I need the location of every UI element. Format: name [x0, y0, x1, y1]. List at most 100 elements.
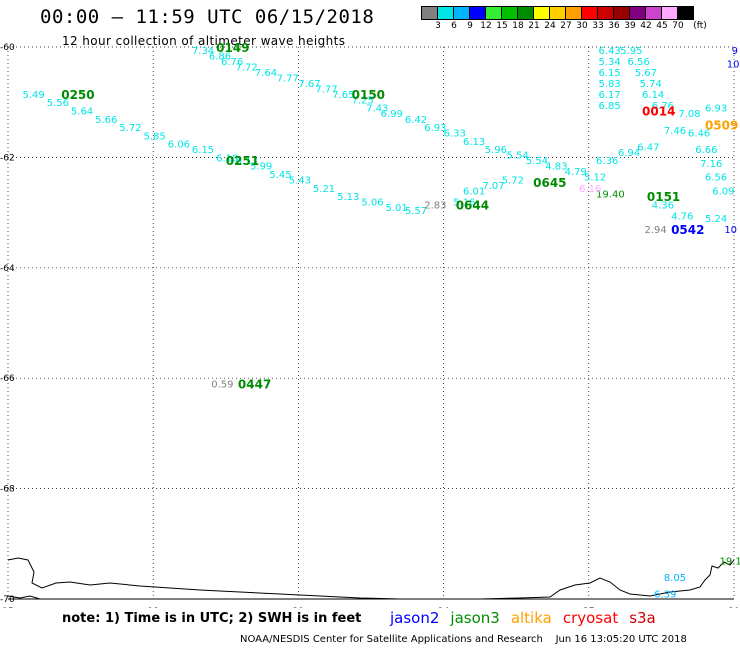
lon-tick-label: 24: [438, 607, 450, 608]
swh-label: 5.85: [144, 131, 166, 142]
legend-label: 36: [608, 21, 620, 31]
coastline: [7, 557, 735, 600]
swh-label: 6.56: [628, 57, 650, 68]
legend-label: 30: [576, 21, 588, 31]
lat-tick-label: -66: [0, 374, 15, 384]
swh-label: 6.14: [642, 90, 664, 101]
swh-label: 6.46: [688, 129, 710, 140]
swh-label: 5.56: [47, 98, 69, 109]
swh-label: 2.94: [644, 225, 666, 236]
swh-label: 5.83: [598, 79, 620, 90]
swh-label: 7.08: [678, 109, 700, 120]
swh-label: 7.72: [235, 62, 257, 73]
legend-unit: (ft): [693, 21, 707, 31]
swh-label: 5.13: [337, 192, 359, 203]
swh-label: 5.43: [289, 175, 311, 186]
swh-label: 6.85: [598, 101, 620, 112]
swh-label: 7.67: [298, 79, 320, 90]
swh-label: 5.49: [23, 90, 45, 101]
swh-label: 6.06: [168, 140, 190, 151]
legend-label: 70: [672, 21, 684, 31]
credit-line: NOAA/NESDIS Center for Satellite Applica…: [240, 634, 687, 645]
swh-label: 5.45: [269, 170, 291, 181]
swh-label: 10: [727, 60, 740, 71]
swh-label: 5.06: [361, 198, 383, 209]
swh-label: 5.57: [405, 206, 427, 217]
lat-tick-label: -62: [0, 153, 15, 163]
swh-label: 5.24: [705, 214, 727, 225]
pass-time-label: 0509: [705, 118, 738, 132]
swh-label: 19.1: [719, 556, 740, 567]
swh-label: 6.99: [381, 109, 403, 120]
swh-label: 2.83: [424, 200, 446, 211]
swh-label: 5.16: [453, 198, 475, 209]
legend-label: 6: [451, 21, 457, 31]
swh-color-legend: 3 6 9 12 15 18 21 24 27 30 33 36 39 42 45 70 (ft): [421, 6, 707, 34]
satellite-altika: altika: [510, 609, 552, 627]
legend-swatch: [677, 6, 694, 20]
swh-label: 7.07: [482, 181, 504, 192]
lon-tick-label: 18: [147, 607, 159, 608]
swh-label: 7.65: [332, 90, 354, 101]
pass-time-label: 0150: [352, 88, 385, 102]
satellite-jason3: jason3: [450, 609, 500, 627]
pass-time-label: 0645: [533, 176, 566, 190]
lon-tick-label: 15: [2, 607, 13, 608]
swh-label: 5.72: [119, 123, 141, 134]
swh-label: 5.54: [526, 156, 548, 167]
legend-label: 24: [544, 21, 556, 31]
lat-tick-label: -68: [0, 485, 15, 495]
swh-label: 7.43: [366, 104, 388, 115]
swh-label: 6.76: [221, 57, 243, 68]
satellite-s3a: s3a: [629, 609, 656, 627]
swh-label: 6.16: [579, 184, 601, 195]
satellite-cryosat: cryosat: [562, 609, 619, 627]
pass-time-label: 0644: [456, 198, 489, 212]
swh-label: 6.66: [695, 145, 717, 156]
swh-label: 5.99: [250, 162, 272, 173]
swh-label: 6.39: [654, 589, 676, 600]
lat-tick-label: -70: [0, 595, 15, 605]
pass-time-label: 0251: [226, 154, 259, 168]
pass-time-label: 0447: [238, 378, 271, 392]
swh-label: 19.40: [596, 189, 625, 200]
swh-label: 5.96: [485, 145, 507, 156]
map-subtitle: 12 hour collection of altimeter wave hei…: [62, 34, 346, 48]
swh-label: 6.13: [463, 137, 485, 148]
map-title: 00:00 – 11:59 UTC 06/15/2018: [40, 6, 375, 28]
swh-label: 5.67: [635, 68, 657, 79]
legend-label: 42: [640, 21, 652, 31]
swh-label: 4.79: [565, 167, 587, 178]
legend-label: 39: [624, 21, 636, 31]
swh-label: 9: [732, 46, 738, 57]
swh-label: 10: [724, 225, 737, 236]
swh-label: 6.17: [598, 90, 620, 101]
swh-label: 7.77: [277, 73, 299, 84]
swh-label: 6.42: [405, 115, 427, 126]
swh-label: 6.15: [598, 68, 620, 79]
swh-label: 6.09: [712, 187, 734, 198]
swh-label: 6.15: [192, 145, 214, 156]
swh-label: 5.64: [71, 106, 93, 117]
swh-label: 5.66: [95, 115, 117, 126]
swh-label: 5.72: [502, 175, 524, 186]
swh-label: 7.46: [664, 126, 686, 137]
swh-label: 6.43: [598, 46, 620, 57]
swh-label: 7.25: [352, 95, 374, 106]
swh-label: 6.36: [596, 156, 618, 167]
swh-label: 5.54: [507, 151, 529, 162]
legend-label: 33: [592, 21, 604, 31]
legend-label: 45: [656, 21, 668, 31]
pass-time-label: 0149: [216, 41, 249, 55]
swh-label: 4.83: [545, 162, 567, 173]
swh-label: 6.01: [463, 187, 485, 198]
swh-label: 4.76: [671, 211, 693, 222]
pass-time-label: 0151: [647, 190, 680, 204]
swh-label: 6.94: [618, 148, 640, 159]
legend-labels: 3 6 9 12 15 18 21 24 27 30 33 36 39 42 45 70 (ft): [422, 20, 707, 34]
swh-label: 6.93: [705, 104, 727, 115]
lon-tick-label: 30: [728, 607, 740, 608]
legend-label: 27: [560, 21, 572, 31]
swh-label: 6.93: [424, 123, 446, 134]
footer-note: note: 1) Time is in UTC; 2) SWH is in fe…: [62, 611, 362, 626]
